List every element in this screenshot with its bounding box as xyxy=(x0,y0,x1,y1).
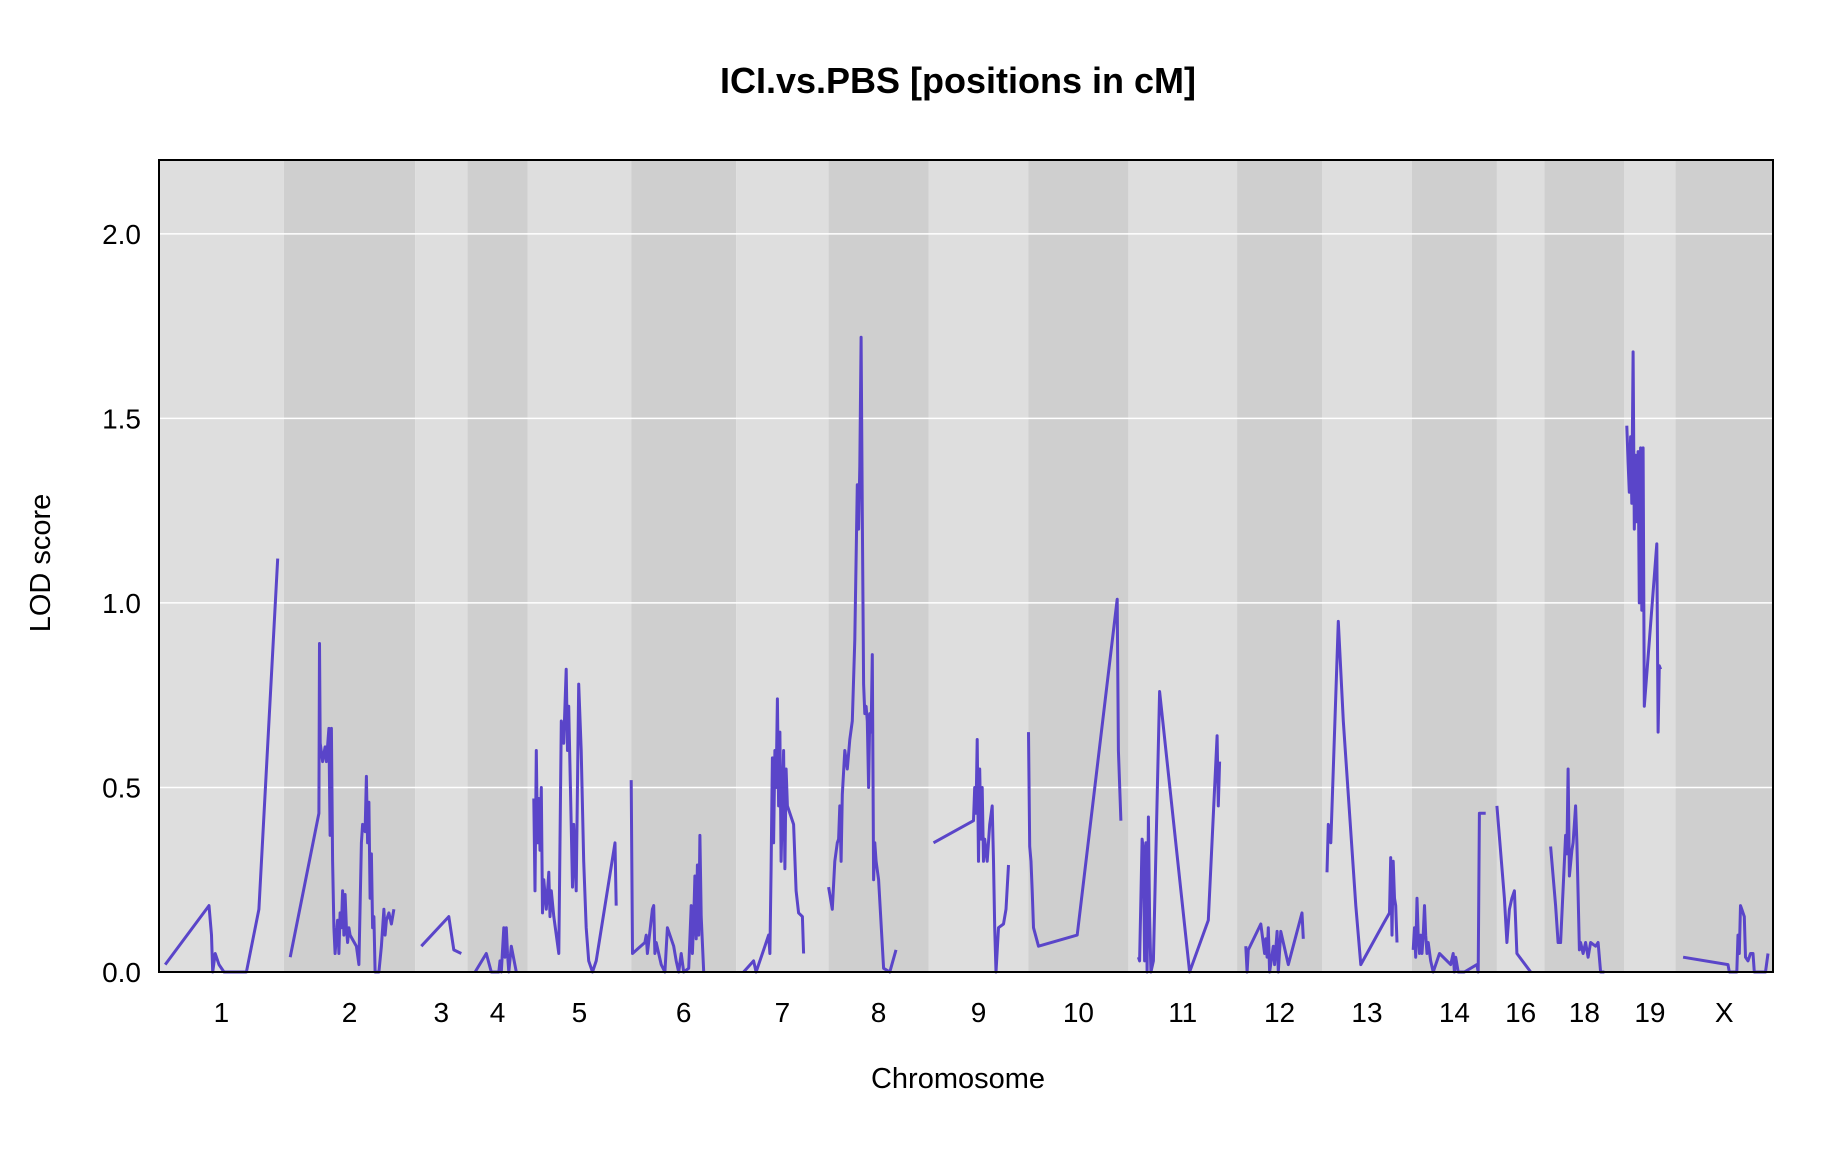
x-axis-ticks: 1 2 3 4 5 6 7 8 9 10 11 12 13 14 16 18 19 X xyxy=(214,997,1734,1028)
lod-line-chr-18 xyxy=(1549,767,1605,974)
band-chr-13 xyxy=(1322,160,1412,972)
band-chr-11 xyxy=(1128,160,1238,972)
x-tick-label: 13 xyxy=(1351,997,1382,1028)
x-tick-label: 3 xyxy=(434,997,450,1028)
lod-line-chr-16 xyxy=(1495,805,1532,973)
y-tick-label: 0.0 xyxy=(102,957,141,988)
lod-line-chr-5 xyxy=(532,667,618,974)
band-chr-18 xyxy=(1544,160,1625,972)
x-axis-label: Chromosome xyxy=(871,1063,1045,1095)
band-chr-12 xyxy=(1237,160,1323,972)
lod-line-chr-11 xyxy=(1136,690,1222,974)
lod-line-chr-9 xyxy=(932,738,1010,974)
lod-line-chr-6 xyxy=(629,780,706,974)
plot-frame xyxy=(158,159,1774,973)
band-chr-10 xyxy=(1028,160,1129,972)
x-tick-label: X xyxy=(1715,997,1734,1028)
lod-line-chr-10 xyxy=(1027,597,1123,948)
x-tick-label: 7 xyxy=(775,997,791,1028)
x-tick-label: 18 xyxy=(1569,997,1600,1028)
lod-line-chr-3 xyxy=(420,915,462,955)
lod-line-chr-8 xyxy=(827,335,898,974)
x-tick-label: 1 xyxy=(214,997,230,1028)
x-tick-label: 8 xyxy=(871,997,887,1028)
chart-title: ICI.vs.PBS [positions in cM] xyxy=(720,60,1196,101)
y-axis-label: LOD score xyxy=(25,494,57,633)
band-chr-4 xyxy=(467,160,528,972)
x-tick-label: 11 xyxy=(1168,997,1197,1028)
band-chr-1 xyxy=(159,160,284,972)
lod-line-chr-19 xyxy=(1625,350,1663,734)
band-chr-8 xyxy=(828,160,929,972)
band-chr-6 xyxy=(631,160,737,972)
band-chr-2 xyxy=(283,160,416,972)
lod-line-chr-1 xyxy=(163,558,280,974)
y-tick-label: 1.5 xyxy=(102,403,141,434)
gridlines xyxy=(159,233,1773,789)
band-chr-14 xyxy=(1411,160,1497,972)
band-chr-X xyxy=(1675,160,1773,972)
y-tick-label: 0.5 xyxy=(102,772,141,803)
lod-line-chr-13 xyxy=(1325,619,1399,967)
band-chr-16 xyxy=(1496,160,1545,972)
band-chr-3 xyxy=(415,160,468,972)
x-tick-label: 5 xyxy=(572,997,588,1028)
x-tick-label: 12 xyxy=(1264,997,1295,1028)
y-tick-label: 2.0 xyxy=(102,219,141,250)
x-tick-label: 19 xyxy=(1634,997,1665,1028)
lod-line-chr-7 xyxy=(742,697,806,974)
x-tick-label: 4 xyxy=(490,997,506,1028)
chromosome-bands xyxy=(159,160,1773,972)
y-tick-label: 1.0 xyxy=(102,588,141,619)
band-chr-19 xyxy=(1624,160,1676,972)
y-axis-ticks: 0.0 0.5 1.0 1.5 2.0 xyxy=(102,219,141,988)
x-tick-label: 6 xyxy=(676,997,692,1028)
x-tick-label: 10 xyxy=(1063,997,1094,1028)
x-tick-label: 9 xyxy=(971,997,987,1028)
x-tick-label: 16 xyxy=(1505,997,1536,1028)
lod-curve xyxy=(163,335,1770,974)
x-tick-label: 2 xyxy=(342,997,358,1028)
x-tick-label: 14 xyxy=(1439,997,1470,1028)
band-chr-5 xyxy=(527,160,632,972)
